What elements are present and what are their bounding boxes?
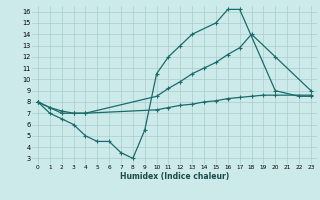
X-axis label: Humidex (Indice chaleur): Humidex (Indice chaleur) xyxy=(120,172,229,181)
